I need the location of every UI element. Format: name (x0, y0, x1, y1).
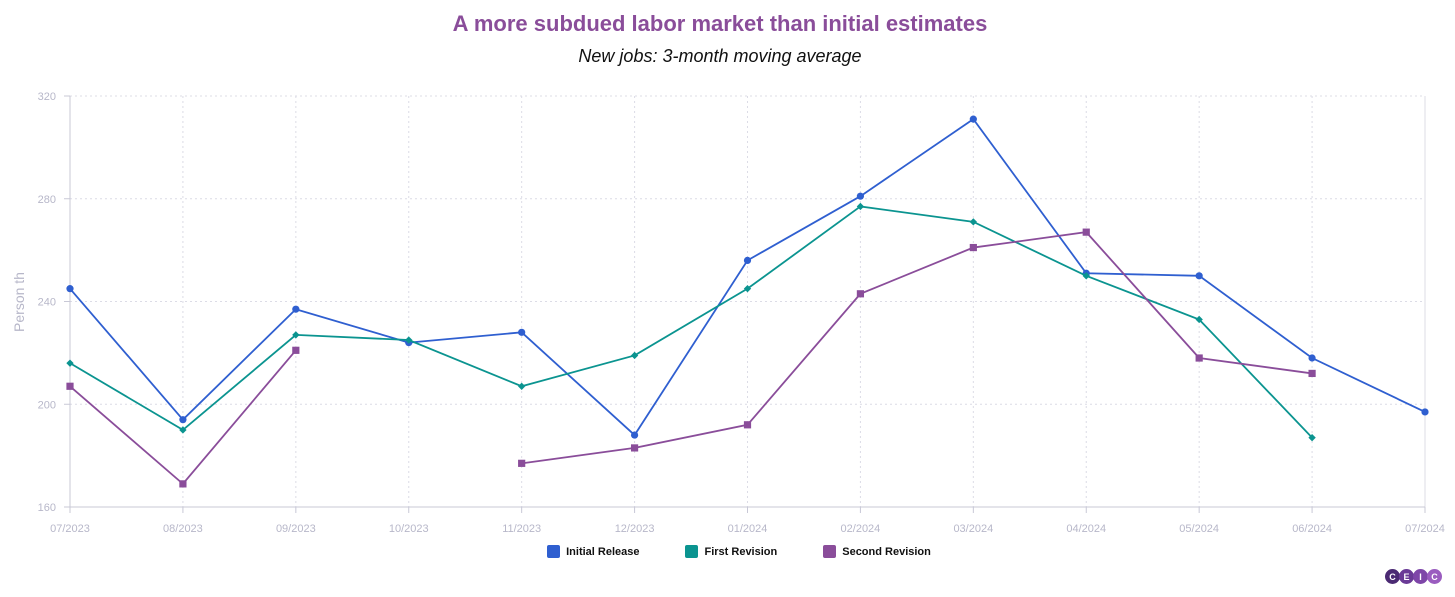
initial-release-point (66, 285, 74, 293)
axes: 160 200 240 280 320 07/2023 08/2023 09/2023 10/2… (38, 91, 1445, 535)
second-revision-point (292, 346, 300, 354)
x-tick-label: 11/2023 (502, 523, 541, 535)
first-revision-point (969, 218, 978, 226)
initial-release-point (743, 256, 752, 264)
legend: Initial Release First Revision Second Revi… (0, 545, 1455, 558)
y-tick-label: 200 (38, 399, 56, 411)
second-revision-point (856, 290, 865, 298)
second-revision-point (1082, 228, 1090, 236)
first-revision-point (630, 351, 639, 360)
legend-swatch (547, 545, 561, 558)
x-tick-label: 08/2023 (163, 523, 203, 535)
first-revision-point (179, 426, 187, 434)
first-revision-point (292, 331, 300, 339)
first-revision-point (517, 382, 526, 390)
series-second-revision (66, 228, 1316, 488)
legend-swatch (685, 545, 699, 558)
second-revision-point (743, 421, 752, 429)
second-revision-point (66, 382, 74, 390)
initial-release-point (518, 328, 526, 336)
second-revision-point (630, 444, 639, 452)
first-revision-point (856, 202, 865, 211)
initial-release-point (969, 115, 977, 123)
x-tick-label: 01/2024 (728, 523, 768, 535)
second-revision-point (969, 243, 977, 252)
x-tick-label: 07/2024 (1405, 523, 1445, 535)
y-tick-label: 160 (38, 502, 56, 514)
legend-item-initial-release[interactable]: Initial Release (547, 545, 639, 558)
y-tick-label: 280 (38, 194, 56, 206)
second-revision-point (518, 459, 526, 467)
initial-release-point (1421, 408, 1429, 416)
logo-letter: E (1399, 569, 1414, 584)
legend-label: Initial Release (566, 545, 640, 558)
initial-release-point (292, 305, 300, 313)
initial-release-point (856, 192, 865, 200)
chart-subtitle: New jobs: 3-month moving average (578, 46, 862, 66)
legend-item-first-revision[interactable]: First Revision (685, 545, 777, 558)
second-revision-point (1195, 354, 1203, 362)
legend-item-second-revision[interactable]: Second Revision (823, 545, 931, 558)
first-revision-line (69, 205, 1313, 439)
x-tick-label: 03/2024 (953, 523, 993, 535)
first-revision-point (405, 336, 413, 344)
x-tick-label: 09/2023 (276, 523, 316, 535)
y-tick-label: 320 (38, 91, 56, 103)
initial-release-point (179, 416, 187, 424)
second-revision-line (521, 231, 1313, 465)
grid-lines (69, 95, 1426, 507)
logo-letter: C (1385, 569, 1400, 584)
x-tick-label: 05/2024 (1179, 523, 1219, 535)
x-tick-label: 06/2024 (1292, 523, 1332, 535)
chart-title: A more subdued labor market than initial… (452, 11, 988, 36)
y-axis-label: Person th (11, 272, 27, 332)
second-revision-point (1308, 369, 1316, 378)
x-tick-label: 10/2023 (389, 523, 429, 535)
first-revision-point (66, 359, 74, 367)
x-tick-label: 02/2024 (841, 523, 881, 535)
logo-letter: C (1427, 569, 1442, 584)
x-tick-label: 07/2023 (50, 523, 90, 535)
x-tick-label: 04/2024 (1066, 523, 1106, 535)
initial-release-point (630, 431, 639, 439)
series-first-revision (66, 202, 1316, 442)
initial-release-point (1308, 354, 1316, 362)
logo-letter: I (1413, 569, 1428, 584)
x-tick-label: 12/2023 (615, 523, 655, 535)
legend-label: Second Revision (842, 545, 931, 558)
second-revision-point (179, 480, 187, 488)
y-tick-label: 240 (38, 297, 56, 309)
legend-swatch (823, 545, 837, 558)
initial-release-point (1195, 272, 1203, 280)
first-revision-point (743, 284, 752, 293)
legend-label: First Revision (704, 545, 778, 558)
